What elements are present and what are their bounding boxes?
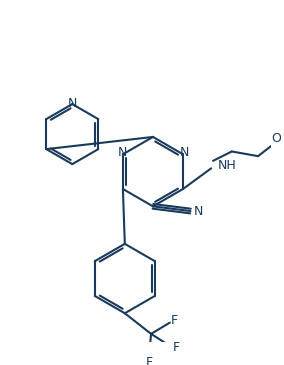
Text: N: N (194, 204, 204, 218)
Text: NH: NH (218, 159, 237, 172)
Text: N: N (179, 146, 189, 159)
Text: F: F (171, 314, 178, 327)
Text: F: F (146, 356, 153, 365)
Text: O: O (271, 132, 281, 145)
Text: N: N (117, 146, 127, 159)
Text: F: F (173, 341, 180, 354)
Text: N: N (68, 97, 77, 110)
